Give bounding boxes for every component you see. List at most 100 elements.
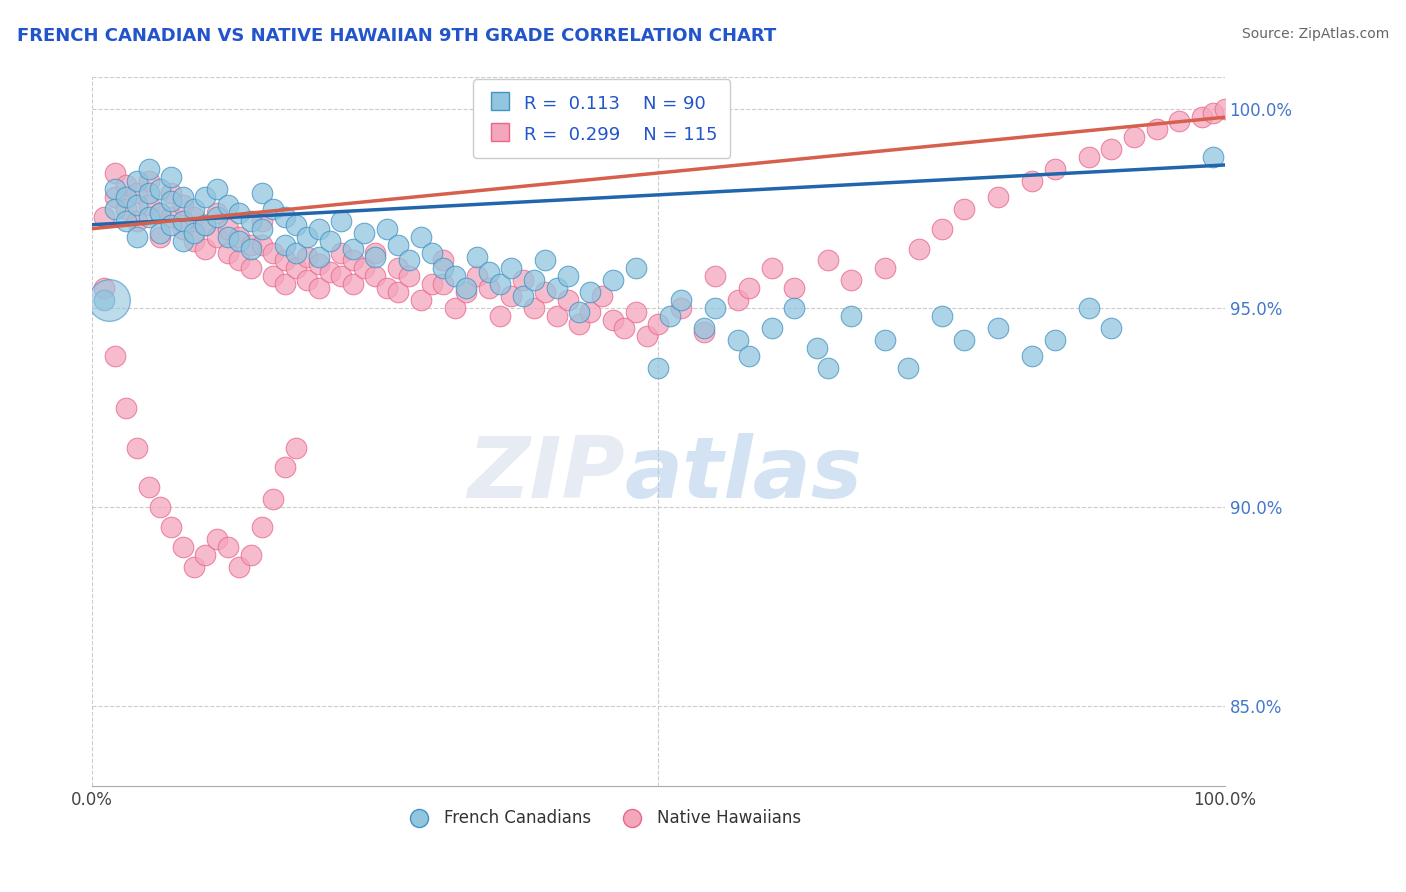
Point xyxy=(489,309,512,323)
Point xyxy=(512,273,534,287)
Point xyxy=(194,218,217,232)
Point xyxy=(183,202,205,216)
Point xyxy=(228,229,250,244)
Point xyxy=(477,265,499,279)
Point xyxy=(285,245,308,260)
Point xyxy=(239,548,262,562)
Point xyxy=(330,213,353,227)
Point xyxy=(432,253,454,268)
Point xyxy=(353,261,375,276)
Point xyxy=(1021,174,1043,188)
Point xyxy=(387,261,409,276)
Point xyxy=(194,548,217,562)
Point xyxy=(217,198,239,212)
Point xyxy=(273,277,295,292)
Point xyxy=(239,237,262,252)
Point xyxy=(262,245,284,260)
Point xyxy=(1168,114,1191,128)
Point xyxy=(228,206,250,220)
Point xyxy=(149,226,172,240)
Point xyxy=(127,441,149,455)
Point xyxy=(693,325,716,339)
Point xyxy=(149,206,172,220)
Point xyxy=(273,237,295,252)
Point xyxy=(319,234,342,248)
Point xyxy=(115,178,138,192)
Point xyxy=(873,333,896,347)
Point xyxy=(1077,150,1099,164)
Point xyxy=(262,202,284,216)
Point xyxy=(217,229,239,244)
Point xyxy=(931,221,953,235)
Point xyxy=(250,186,273,200)
Point xyxy=(194,190,217,204)
Point xyxy=(160,186,183,200)
Point xyxy=(454,281,477,295)
Point xyxy=(1202,150,1225,164)
Point xyxy=(285,441,308,455)
Point xyxy=(953,202,976,216)
Point xyxy=(364,245,387,260)
Point xyxy=(523,301,546,316)
Point xyxy=(669,293,692,308)
Point xyxy=(115,190,138,204)
Point xyxy=(387,237,409,252)
Point xyxy=(658,309,681,323)
Point xyxy=(512,289,534,303)
Point xyxy=(873,261,896,276)
Point xyxy=(704,301,727,316)
Point xyxy=(523,273,546,287)
Point xyxy=(454,285,477,300)
Point xyxy=(160,520,183,534)
Point xyxy=(330,269,353,284)
Point xyxy=(172,221,194,235)
Point xyxy=(93,210,115,224)
Point xyxy=(149,229,172,244)
Point xyxy=(783,301,806,316)
Point xyxy=(987,321,1010,335)
Point xyxy=(160,218,183,232)
Point xyxy=(228,560,250,574)
Point xyxy=(172,198,194,212)
Point xyxy=(727,293,749,308)
Point xyxy=(613,321,636,335)
Point xyxy=(501,261,523,276)
Point xyxy=(138,198,160,212)
Point xyxy=(297,273,319,287)
Point xyxy=(364,269,387,284)
Point xyxy=(93,293,115,308)
Point xyxy=(501,289,523,303)
Point xyxy=(297,229,319,244)
Point xyxy=(602,273,624,287)
Point xyxy=(217,540,239,554)
Point xyxy=(839,273,862,287)
Point xyxy=(172,190,194,204)
Point xyxy=(1213,103,1236,117)
Point xyxy=(127,213,149,227)
Point xyxy=(250,237,273,252)
Point xyxy=(568,305,591,319)
Point xyxy=(557,293,579,308)
Point xyxy=(1077,301,1099,316)
Point xyxy=(398,269,420,284)
Point xyxy=(647,360,669,375)
Text: FRENCH CANADIAN VS NATIVE HAWAIIAN 9TH GRADE CORRELATION CHART: FRENCH CANADIAN VS NATIVE HAWAIIAN 9TH G… xyxy=(17,27,776,45)
Text: ZIP: ZIP xyxy=(467,433,624,516)
Point xyxy=(1101,321,1123,335)
Point xyxy=(149,500,172,515)
Point xyxy=(432,277,454,292)
Point xyxy=(693,321,716,335)
Point xyxy=(104,349,127,363)
Point xyxy=(183,560,205,574)
Point xyxy=(761,321,783,335)
Point xyxy=(138,174,160,188)
Point xyxy=(172,213,194,227)
Point xyxy=(624,305,647,319)
Point xyxy=(647,317,669,331)
Point xyxy=(806,341,828,355)
Point xyxy=(489,277,512,292)
Point xyxy=(205,229,228,244)
Point xyxy=(205,206,228,220)
Point xyxy=(308,250,330,264)
Point xyxy=(1202,106,1225,120)
